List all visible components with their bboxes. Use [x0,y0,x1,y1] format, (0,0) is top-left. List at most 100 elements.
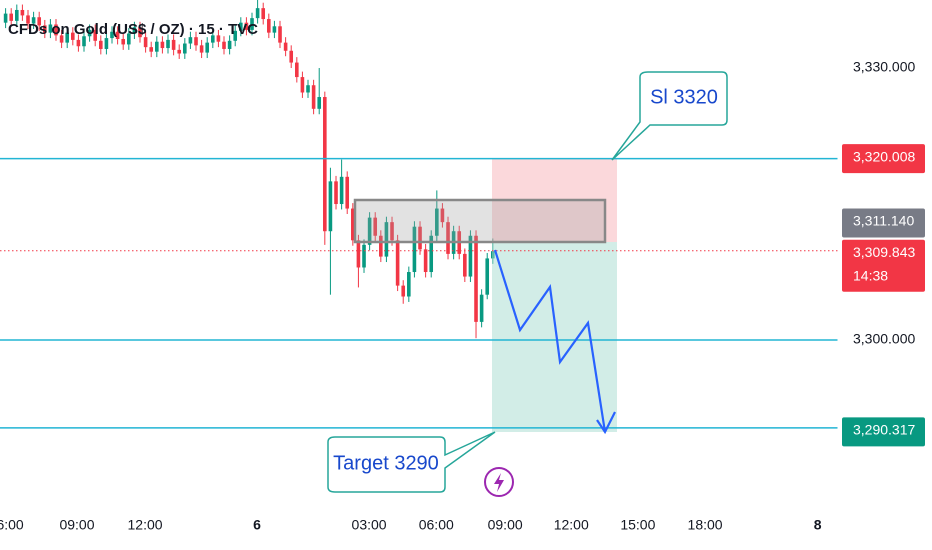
candle-body [440,208,445,223]
candle-body [48,24,53,33]
candle-body [267,19,271,33]
chart-title: CFDs on Gold (US$ / OZ) · 15 · TVC [8,21,258,38]
forecast-arrowhead [596,411,616,435]
candle-body [155,41,159,52]
target-callout [327,431,496,493]
price-label-box [842,417,925,447]
candle-body [127,33,131,45]
candle-body [222,41,226,49]
x-tick-label: 12:00 [128,517,163,533]
candle-body [160,41,165,49]
price-label-box [842,144,925,174]
candle-body [37,17,42,26]
x-tick-label: 09:00 [59,517,94,533]
candle-body [395,240,400,286]
candle-body [31,17,36,24]
candle-body [20,9,25,16]
candle-body [93,29,98,41]
candle-body [239,22,243,31]
candle-body [3,13,8,23]
candle-body [244,22,249,30]
candle-body [138,27,142,38]
price-label-box [842,239,925,292]
candle-body [15,9,19,21]
candle-body [412,226,417,273]
candle-body [121,38,126,45]
candle-body [250,18,254,30]
event-icon[interactable] [484,467,514,497]
target-callout-text: Target 3290 [333,452,439,474]
candle-body [188,37,193,44]
axes: 3,330.000 3,300.000 3,320.008 3,311.140 3,30… [0,58,925,533]
candle-body [59,35,64,43]
candle-body [26,15,30,24]
candle-body [65,32,70,43]
levels [0,157,838,429]
candle-body [384,222,389,257]
candle-body [87,29,92,37]
candle-body [115,31,120,39]
x-tick-label: 09:00 [488,517,523,533]
candle-body [339,176,344,205]
candle-body [194,37,198,46]
candle-body [183,43,187,54]
candle-body [373,217,378,236]
candle-body [205,42,210,53]
candle-body [272,26,277,33]
candle-body [345,176,350,209]
y-tick-label: 3,300.000 [853,331,915,347]
candle-body [54,24,58,36]
candle-body [479,294,484,322]
candle-body [110,31,114,39]
candle-body [149,47,154,52]
candle-body [306,85,310,93]
candle-body [311,85,316,109]
candle-body [474,235,478,322]
sl-callout-text: Sl 3320 [650,86,718,108]
candle-body [177,49,182,54]
candle-body [429,235,434,273]
candle-body [166,39,170,49]
candle-body [328,181,333,232]
price-label-box [842,208,925,238]
candle-body [334,181,338,205]
candle-body [463,253,467,277]
x-tick-label: 15:00 [620,517,655,533]
x-tick-label: 18:00 [688,517,723,533]
candle-body [171,39,176,50]
candle-body [199,45,204,53]
candle-body [289,50,294,63]
candle-body [423,249,428,273]
x-tick-label: 8 [814,517,822,533]
candle-body [435,208,439,236]
candle-body [401,285,406,297]
candle-body [300,77,305,93]
price-countdown: 14:38 [853,267,888,283]
price-label: 3,320.008 [853,148,915,164]
target-zone [492,242,617,432]
candle-body [379,235,383,257]
x-tick-label: 6 [253,517,261,533]
price-label: 3,290.317 [853,422,915,438]
sl-callout [611,71,728,161]
y-tick-label: 3,330.000 [853,59,915,75]
candle-body [356,240,361,268]
candle-body [418,226,422,250]
candle-body [351,208,355,241]
forecast-path [493,249,607,433]
x-tick-label: 03:00 [352,517,387,533]
candle-body [468,235,473,277]
candle-body [317,97,322,109]
candle-body [99,40,103,49]
candle-body [82,36,86,47]
candle-body [227,40,232,49]
price-label: 3,309.843 [853,244,915,260]
candle-body [211,35,215,43]
candle-body [283,42,288,51]
candle-body [261,8,266,20]
x-tick-label: 12:00 [554,517,589,533]
candle-body [143,37,148,48]
candle-body [278,26,282,43]
candle-body [485,258,490,295]
